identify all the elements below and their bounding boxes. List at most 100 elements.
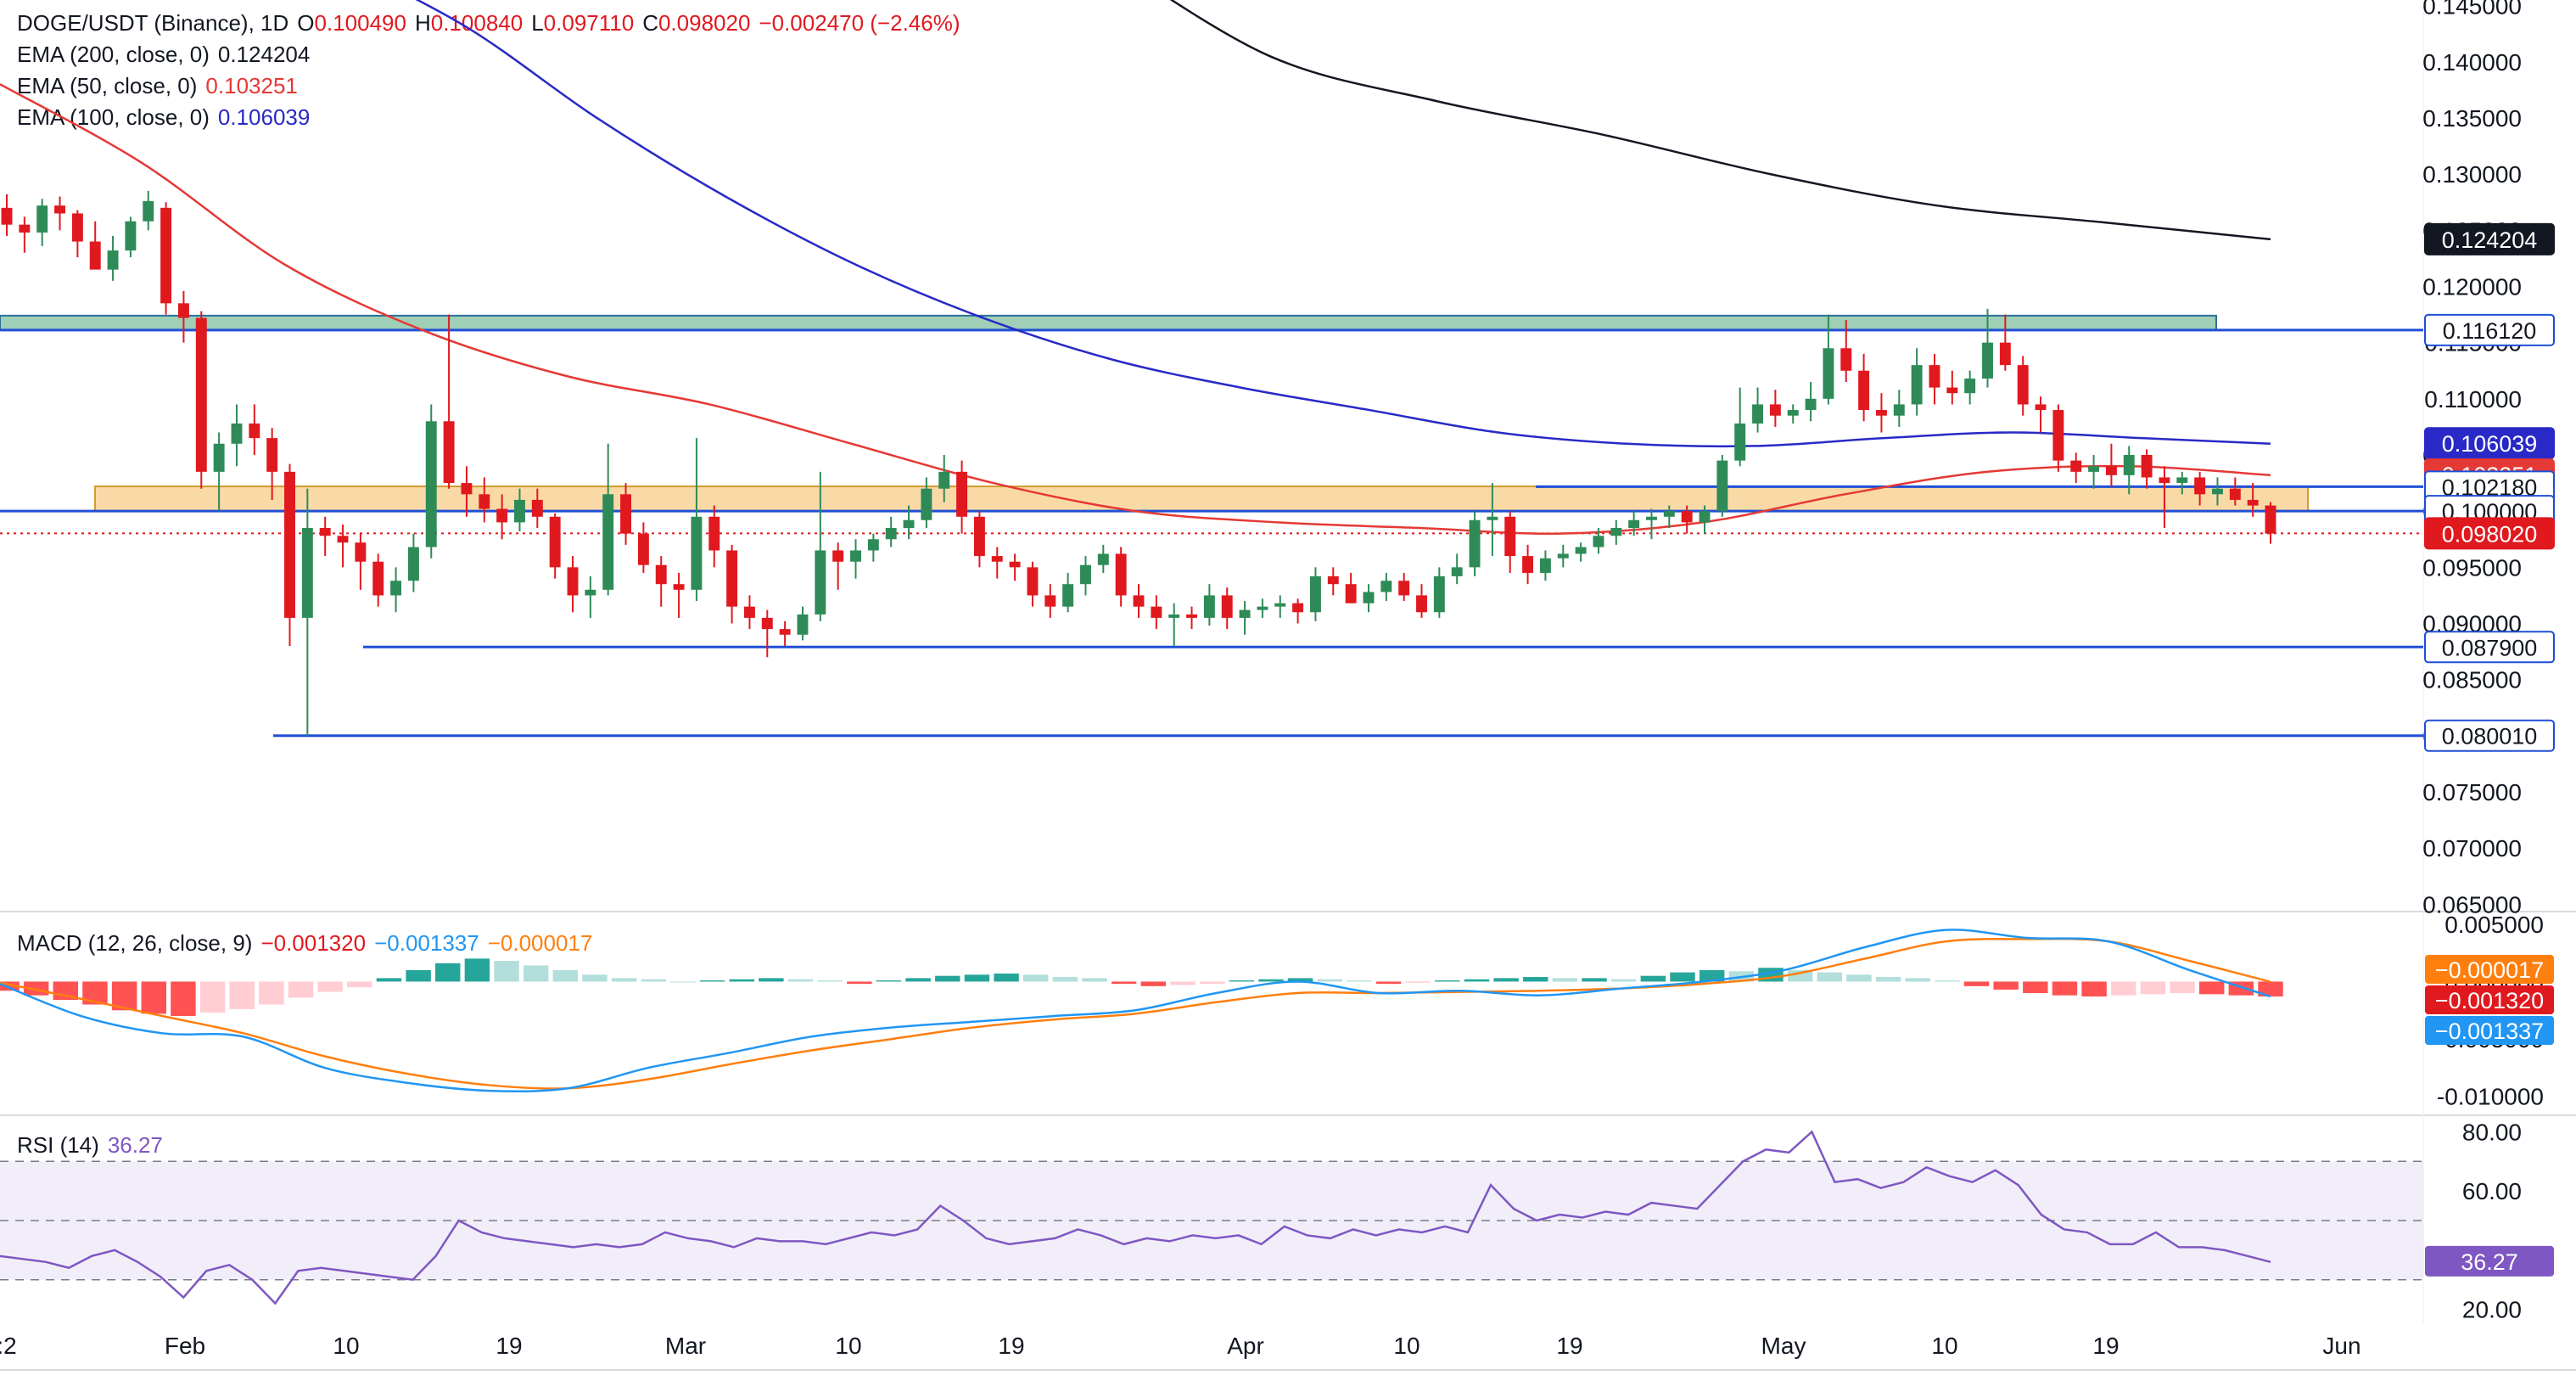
candle: [54, 196, 65, 231]
candle-body: [567, 567, 579, 596]
macd-badge: [2425, 985, 2554, 1014]
candle-body: [36, 205, 48, 233]
macd-histogram-bar: [317, 981, 343, 992]
ema50-value: 0.103251: [205, 73, 298, 98]
candle-body: [1805, 398, 1817, 411]
candle: [107, 235, 119, 281]
candle: [549, 513, 561, 579]
macd-legend: MACD (12, 26, close, 9) −0.001320 −0.00133…: [17, 932, 601, 954]
price-tick-label: 0.140000: [2422, 49, 2522, 76]
candle-body: [1327, 575, 1339, 585]
candle-body: [514, 499, 525, 523]
candle-body: [1080, 564, 1091, 585]
candle: [213, 432, 225, 512]
candle: [1893, 390, 1905, 427]
ema200-line: [1169, 0, 2271, 241]
price-badge: [2424, 313, 2555, 346]
macd-histogram-bar: [259, 981, 284, 1005]
candle: [160, 202, 172, 315]
candle: [355, 533, 367, 590]
macd-histogram-bar: [1963, 981, 1990, 986]
candle-body: [1769, 404, 1781, 416]
candle-body: [266, 438, 278, 472]
rsi-tick-label: 20.00: [2462, 1297, 2522, 1323]
macd-histogram-bar: [641, 979, 667, 982]
candle: [1451, 553, 1463, 585]
ema200-label: EMA (200, close, 0): [17, 42, 210, 67]
candle-body: [1929, 365, 1940, 388]
macd-histogram-bar: [1435, 980, 1460, 982]
price-tick-label: 0.110000: [2424, 386, 2522, 413]
high-label: H: [414, 10, 431, 36]
candle: [425, 404, 437, 558]
macd-histogram-bar: [1111, 981, 1137, 985]
time-axis-label: Feb: [165, 1333, 205, 1359]
candle-body: [956, 471, 968, 517]
candle: [36, 199, 48, 246]
price-tick-label: 0.065000: [2422, 891, 2522, 918]
candle: [2265, 502, 2276, 544]
candle: [1221, 587, 1233, 630]
candle: [1539, 550, 1551, 581]
candle: [514, 488, 525, 531]
candle: [1787, 404, 1799, 424]
candle-body: [1646, 516, 1657, 520]
candle: [2070, 452, 2082, 484]
candle: [585, 575, 596, 618]
candle: [1398, 572, 1410, 602]
macd-badge-label: −0.000017: [2435, 957, 2544, 983]
candle: [850, 539, 861, 579]
candle: [1858, 353, 1870, 422]
candle: [1080, 556, 1091, 596]
price-tick-label: 0.120000: [2422, 273, 2522, 300]
candle: [195, 311, 207, 489]
candle-body: [2088, 466, 2100, 472]
macd-histogram-bar: [670, 981, 696, 983]
candle-body: [2141, 455, 2153, 478]
macd-histogram-bar: [1787, 969, 1813, 982]
candle: [1257, 598, 1268, 618]
candle-body: [903, 519, 915, 529]
macd-tick-label: -0.010000: [2437, 1084, 2544, 1110]
candle: [1274, 595, 1286, 618]
candle-body: [1699, 511, 1711, 523]
candle: [673, 572, 685, 618]
candle-body: [1504, 516, 1516, 557]
macd-line: [0, 929, 2271, 1093]
candle-body: [425, 421, 437, 547]
macd-histogram-bar: [2052, 981, 2078, 996]
candle-body: [2229, 488, 2241, 500]
candle-body: [372, 561, 384, 596]
candle-body: [973, 516, 985, 557]
macd-histogram-bar: [1552, 978, 1578, 982]
candle-body: [673, 584, 685, 590]
time-axis-label: :2: [0, 1333, 17, 1359]
candle-body: [1911, 365, 1923, 405]
candle: [1911, 348, 1923, 416]
candle: [1628, 511, 1640, 536]
candle-body: [2105, 466, 2117, 475]
candle: [1469, 511, 1481, 576]
candle-body: [160, 207, 172, 304]
candle-body: [54, 205, 65, 214]
candle: [903, 505, 915, 540]
candle-body: [655, 564, 667, 585]
candle: [2141, 449, 2153, 489]
macd-histogram-bar: [288, 981, 314, 998]
macd-histogram-bar: [699, 980, 725, 982]
candle: [973, 511, 985, 568]
candle: [1133, 584, 1145, 618]
candle-body: [1451, 567, 1463, 576]
time-axis-label: Mar: [665, 1333, 706, 1359]
candle-body: [779, 629, 791, 635]
price-badge-label: 0.124204: [2442, 227, 2538, 253]
macd-histogram-bar: [0, 981, 20, 991]
macd-histogram-bar: [2140, 981, 2166, 995]
macd-histogram-bar: [171, 981, 196, 1017]
candle-body: [832, 550, 844, 562]
ema50-label: EMA (50, close, 0): [17, 73, 198, 98]
time-axis-label: Apr: [1227, 1333, 1264, 1359]
candle: [1593, 528, 1604, 554]
macd-histogram-bar: [494, 961, 519, 982]
